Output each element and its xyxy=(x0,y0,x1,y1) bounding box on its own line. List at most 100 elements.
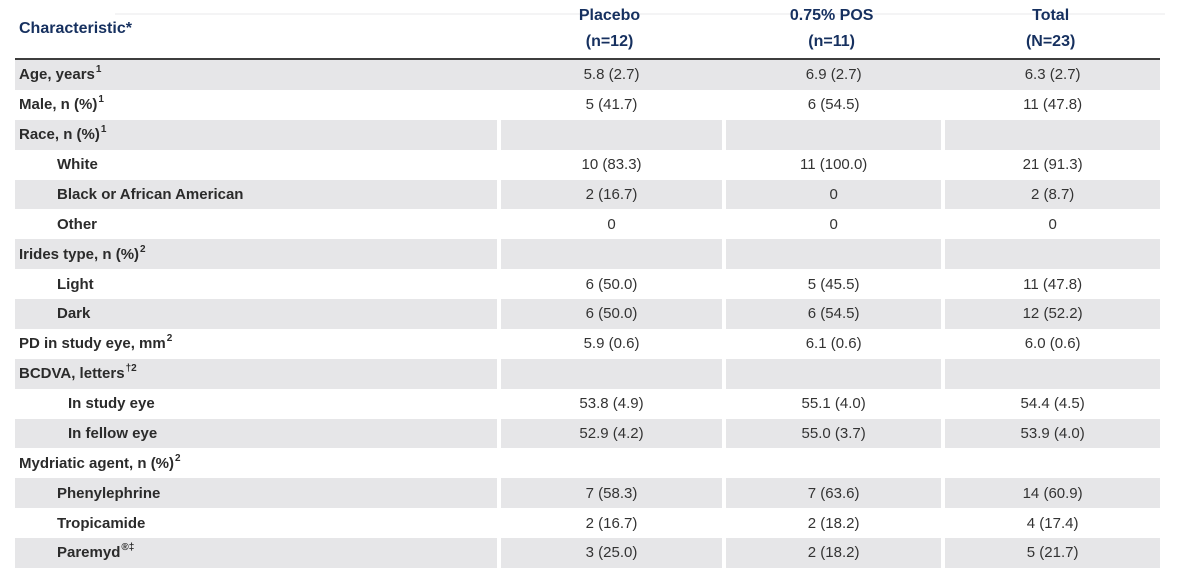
row-label-text: Black or African American xyxy=(57,185,244,203)
cell-total: 6.3 (2.7) xyxy=(941,60,1160,90)
baseline-characteristics-table: Characteristic* Placebo (n=12) 0.75% POS… xyxy=(15,0,1160,568)
row-label-text: Dark xyxy=(57,305,91,323)
row-label: BCDVA, letters †2 xyxy=(15,358,498,389)
cell-pos: 0 xyxy=(722,209,941,240)
cell-pos: 0 xyxy=(722,179,942,210)
header-placebo-line2: (n=12) xyxy=(585,33,634,50)
table-row-bcdva-fellow-eye: In fellow eye 52.9 (4.2) 55.0 (3.7) 53.9… xyxy=(15,418,1160,449)
table-row-light-irides: Light 6 (50.0) 5 (45.5) 11 (47.8) xyxy=(15,269,1160,299)
cell-pos: 5 (45.5) xyxy=(722,269,941,299)
cell-total: 14 (60.9) xyxy=(941,478,1160,509)
row-label: Phenylephrine xyxy=(15,478,498,509)
cell-total xyxy=(941,239,1160,270)
cell-total: 54.4 (4.5) xyxy=(941,388,1160,419)
cell-placebo: 2 (16.7) xyxy=(497,179,723,210)
cell-placebo: 5 (41.7) xyxy=(497,89,722,120)
row-label: Light xyxy=(15,269,497,299)
cell-pos: 7 (63.6) xyxy=(722,478,942,509)
header-placebo: Placebo (n=12) xyxy=(497,0,722,58)
cell-pos xyxy=(722,239,942,270)
header-characteristic: Characteristic* xyxy=(15,0,497,58)
row-label: Tropicamide xyxy=(15,508,497,538)
cell-placebo: 5.8 (2.7) xyxy=(497,60,723,90)
row-label: White xyxy=(15,150,497,180)
cell-placebo xyxy=(497,119,723,150)
cell-pos: 6 (54.5) xyxy=(722,89,941,120)
footnote-marker: 2 xyxy=(140,243,146,255)
header-characteristic-label: Characteristic* xyxy=(19,20,132,37)
cell-pos: 55.1 (4.0) xyxy=(722,388,941,419)
footnote-marker: 2 xyxy=(175,452,181,464)
header-pos-line1: 0.75% POS xyxy=(789,7,874,24)
table-row-irides-type: Irides type, n (%) 2 xyxy=(15,239,1160,270)
row-label-text: Other xyxy=(57,215,98,233)
footnote-marker: †2 xyxy=(125,363,137,375)
cell-total xyxy=(941,119,1160,150)
row-label-text: Paremyd xyxy=(57,544,121,562)
row-label-text: White xyxy=(57,156,98,174)
row-label: Male, n (%) 1 xyxy=(15,90,497,120)
cell-placebo: 2 (16.7) xyxy=(497,508,722,538)
cell-placebo: 0 xyxy=(497,209,722,240)
cell-pos: 55.0 (3.7) xyxy=(722,418,942,449)
footnote-marker: 2 xyxy=(166,333,173,345)
cell-total: 11 (47.8) xyxy=(941,269,1160,299)
cell-placebo: 6 (50.0) xyxy=(497,299,723,329)
header-pos: 0.75% POS (n=11) xyxy=(722,0,941,58)
cell-total xyxy=(941,448,1160,479)
cell-total: 0 xyxy=(941,209,1160,240)
table-row-white: White 10 (83.3) 11 (100.0) 21 (91.3) xyxy=(15,149,1160,180)
cell-pos: 6.1 (0.6) xyxy=(722,328,941,359)
table-row-tropicamide: Tropicamide 2 (16.7) 2 (18.2) 4 (17.4) xyxy=(15,508,1160,538)
cell-pos xyxy=(722,448,941,479)
row-label-text: In fellow eye xyxy=(68,424,158,442)
table-row-bcdva-study-eye: In study eye 53.8 (4.9) 55.1 (4.0) 54.4 … xyxy=(15,388,1160,419)
table-row-age: Age, years 1 5.8 (2.7) 6.9 (2.7) 6.3 (2.7… xyxy=(15,60,1160,90)
row-label-text: Light xyxy=(57,275,94,293)
table-row-black-or-african-american: Black or African American 2 (16.7) 0 2 (… xyxy=(15,179,1160,210)
table-row-race: Race, n (%) 1 xyxy=(15,119,1160,150)
row-label-text: Mydriatic agent, n (%) xyxy=(19,454,175,472)
cell-placebo xyxy=(497,448,722,479)
cell-placebo: 53.8 (4.9) xyxy=(497,388,722,419)
cell-total: 2 (8.7) xyxy=(941,179,1160,210)
row-label-text: Age, years xyxy=(19,66,95,84)
header-total-line2: (N=23) xyxy=(1025,33,1076,50)
row-label-text: In study eye xyxy=(68,395,155,413)
cell-placebo: 7 (58.3) xyxy=(497,478,723,509)
top-divider xyxy=(115,13,1165,15)
cell-placebo: 5.9 (0.6) xyxy=(497,328,722,359)
row-label-text: PD in study eye, mm xyxy=(19,335,166,353)
row-label: Other xyxy=(15,209,497,239)
footnote-marker: 1 xyxy=(95,64,102,76)
row-label-text: Male, n (%) xyxy=(19,96,98,114)
row-label-text: BCDVA, letters xyxy=(19,365,125,383)
row-label: Race, n (%) 1 xyxy=(15,119,498,150)
cell-placebo: 10 (83.3) xyxy=(497,149,722,180)
table-row-phenylephrine: Phenylephrine 7 (58.3) 7 (63.6) 14 (60.9… xyxy=(15,478,1160,509)
cell-placebo: 6 (50.0) xyxy=(497,269,722,299)
table-row-dark-irides: Dark 6 (50.0) 6 (54.5) 12 (52.2) xyxy=(15,299,1160,329)
cell-pos: 2 (18.2) xyxy=(722,538,942,568)
header-pos-line2: (n=11) xyxy=(808,33,855,50)
cell-pos: 11 (100.0) xyxy=(722,149,941,180)
table-row-bcdva: BCDVA, letters †2 xyxy=(15,358,1160,389)
cell-pos: 2 (18.2) xyxy=(722,508,941,538)
cell-total: 53.9 (4.0) xyxy=(941,418,1160,449)
cell-placebo: 3 (25.0) xyxy=(497,538,723,568)
cell-pos: 6.9 (2.7) xyxy=(722,60,942,90)
cell-pos: 6 (54.5) xyxy=(722,299,942,329)
header-total-line1: Total xyxy=(1032,7,1070,24)
table-header-row: Characteristic* Placebo (n=12) 0.75% POS… xyxy=(15,0,1160,60)
row-label: PD in study eye, mm 2 xyxy=(15,329,497,359)
cell-total: 4 (17.4) xyxy=(941,508,1160,538)
row-label-text: Tropicamide xyxy=(57,514,146,532)
header-total: Total (N=23) xyxy=(941,0,1160,58)
row-label: Mydriatic agent, n (%) 2 xyxy=(15,448,497,478)
table-row-pd-study-eye: PD in study eye, mm 2 5.9 (0.6) 6.1 (0.6)… xyxy=(15,328,1160,359)
table-row-paremyd: Paremyd ®‡ 3 (25.0) 2 (18.2) 5 (21.7) xyxy=(15,538,1160,568)
cell-total: 6.0 (0.6) xyxy=(941,328,1160,359)
row-label: Dark xyxy=(15,299,498,329)
cell-placebo xyxy=(497,239,723,270)
row-label: In study eye xyxy=(15,389,497,419)
